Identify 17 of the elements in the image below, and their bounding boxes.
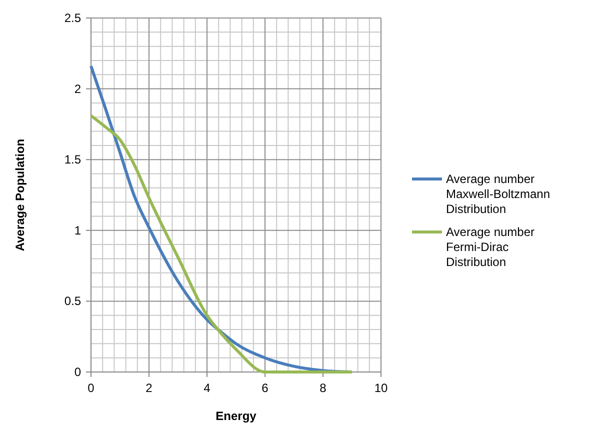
legend-label: Average number Maxwell-Boltzmann Distribution: [446, 172, 550, 216]
y-tick-label: 2.5: [64, 11, 82, 25]
y-tick-label: 1.5: [64, 152, 82, 167]
x-tick-label: 2: [146, 381, 153, 395]
x-tick-label: 0: [88, 381, 95, 395]
legend-label: Average number Fermi-Dirac Distribution: [446, 225, 535, 269]
y-tick-label: 1: [74, 223, 82, 238]
y-tick-label: 2: [74, 82, 82, 96]
y-tick-label: 0.5: [64, 294, 82, 308]
x-tick-label: 10: [374, 381, 388, 395]
y-axis-title: Average Population: [13, 138, 27, 252]
x-axis-title: Energy: [216, 409, 257, 423]
y-tick-label: 0: [74, 365, 82, 379]
x-tick-label: 4: [204, 381, 211, 395]
line-series: [90, 114, 354, 374]
x-tick-label: 6: [262, 381, 269, 395]
x-tick-label: 8: [320, 381, 327, 395]
